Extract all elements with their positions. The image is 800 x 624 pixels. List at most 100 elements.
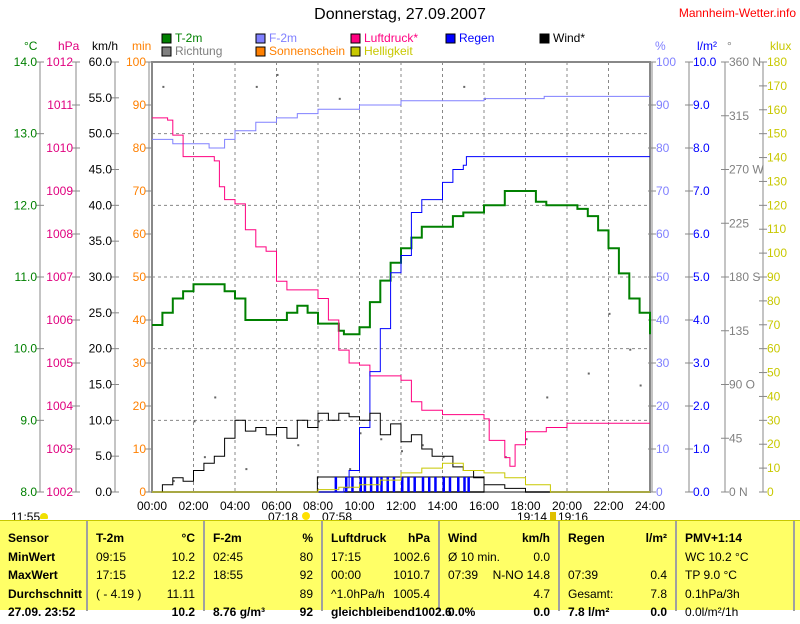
axis-tick-label: 0.0 [693,485,710,499]
direction-point [587,372,590,375]
axis-tick-label: 60 [767,342,781,356]
table-row: MaxWert [0,568,86,587]
cell-label: 00:00 [331,568,362,582]
axis-tick-label: 12.0 [14,198,38,212]
axis-unit-label: klux [770,39,791,53]
axis-tick-label: 1009 [46,184,73,198]
direction-point [349,468,352,471]
cell-label: 17:15 [96,568,127,582]
axis-tick-label: 40 [767,389,781,403]
rain-rate-bar [448,477,452,492]
legend-label: Regen [459,31,494,45]
cell-value: °C [181,531,195,545]
axis-tick-label: 20 [656,399,670,413]
cell-label: 7.8 l/m² [568,605,610,619]
axis-tick-label: 45 [729,431,743,445]
axis-tick-label: 35.0 [89,234,113,248]
axis-tick-label: 30.0 [89,270,113,284]
axis-tick-label: 20 [133,399,147,413]
legend-swatch [350,33,361,44]
direction-point [525,438,528,441]
legend-label: Wind* [553,31,585,45]
axis-unit-label: hPa [58,39,80,53]
axis-tick-label: 50 [767,366,781,380]
axis-tick-label: 70 [767,318,781,332]
axis-tick-label: 50 [656,270,670,284]
legend-label: T-2m [175,31,202,45]
cell-value: 89 [299,586,313,601]
cell-label: MinWert [8,549,56,564]
table-row: 0.1hPa/3h [677,587,793,606]
cell-value: 0.0 [533,549,550,564]
x-tick-label: 04:00 [220,499,250,513]
axis-tick-label: 55.0 [89,91,113,105]
direction-point [203,456,206,459]
axis-tick-label: 8.0 [20,485,37,499]
axis-tick-label: 30 [656,356,670,370]
cell-value: 1005.4 [393,586,430,601]
axis-tick-label: 60.0 [89,55,113,69]
direction-point [608,312,611,315]
table-column: Regen l/m² 07:39 0.4 Gesamt: 7.8 7.8 l/m² 0.0 [560,521,677,619]
table-row: WC 10.2 °C [677,550,793,569]
legend-swatch [161,33,172,44]
series-regen [152,156,650,493]
cell-label: 07:39 [568,568,599,582]
table-row: Durchschnitt [0,587,86,606]
rain-rate-bar [344,477,348,492]
axis-tick-label: 90 [767,270,781,284]
x-tick-label: 00:00 [137,499,167,513]
cell-label: gleichbleibend [331,605,416,619]
axis-tick-label: 10.0 [89,413,113,427]
table-row: 09:15 10.2 [88,550,203,569]
axis-tick-label: 1005 [46,356,73,370]
cell-label: TP 9.0 °C [685,568,737,582]
axis-tick-label: 60 [133,227,147,241]
cell-label: F-2m [213,531,242,545]
direction-point [421,444,424,447]
cell-label: 18:55 [213,568,244,582]
cell-label: 0.0% [448,605,476,619]
table-row: 27.09. 23:52 [0,605,86,624]
axis-tick-label: 60 [656,227,670,241]
legend-swatch [350,46,361,57]
axis-tick-label: 70 [133,184,147,198]
axis-tick-label: 14.0 [14,55,38,69]
cell-label: 27.09. 23:52 [8,605,76,619]
axis-tick-label: 9.0 [20,413,37,427]
cell-label: 0.0l/m²/1h [685,605,739,619]
chart-title: Donnerstag, 27.09.2007 [314,6,486,23]
rain-rate-bar [386,477,389,492]
cell-label: Sensor [8,531,49,545]
table-row: Wind km/h [440,531,558,550]
axis-tick-label: 30 [133,356,147,370]
rain-rate-bar [380,477,383,492]
axis-tick-label: 225 [729,216,749,230]
direction-point [214,396,217,399]
table-row: ( - 4.19 ) 11.11 [88,587,203,606]
table-row: 0.0l/m²/1h [677,605,793,624]
legend-swatch [539,33,550,44]
cell-label: Durchschnitt [8,586,83,601]
cell-value: 80 [299,549,313,564]
axis-tick-label: 0.0 [95,485,112,499]
axis-tick-label: 10 [656,442,670,456]
legend-swatch [445,33,456,44]
direction-point [629,348,632,351]
table-row: MinWert [0,550,86,569]
direction-point [442,456,445,459]
cell-label: 07:39 [448,568,479,582]
brand-link[interactable]: Mannheim-Wetter.info [678,6,796,20]
direction-point [162,85,165,88]
cell-label: Gesamt: [568,586,614,601]
cell-value: hPa [407,531,430,545]
series-helligkeit [152,462,650,493]
axis-tick-label: 20.0 [89,342,113,356]
legend-label: Luftdruck* [364,31,418,45]
cell-value: km/h [521,531,550,545]
cell-label: 8.76 g/m³ [213,605,266,619]
cell-label: 02:45 [213,549,244,564]
axis-tick-label: 0 N [729,485,748,499]
cell-value: 11.11 [166,586,195,601]
axis-tick-label: 80 [656,141,670,155]
